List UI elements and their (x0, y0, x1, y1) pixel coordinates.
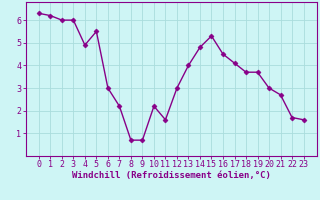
X-axis label: Windchill (Refroidissement éolien,°C): Windchill (Refroidissement éolien,°C) (72, 171, 271, 180)
